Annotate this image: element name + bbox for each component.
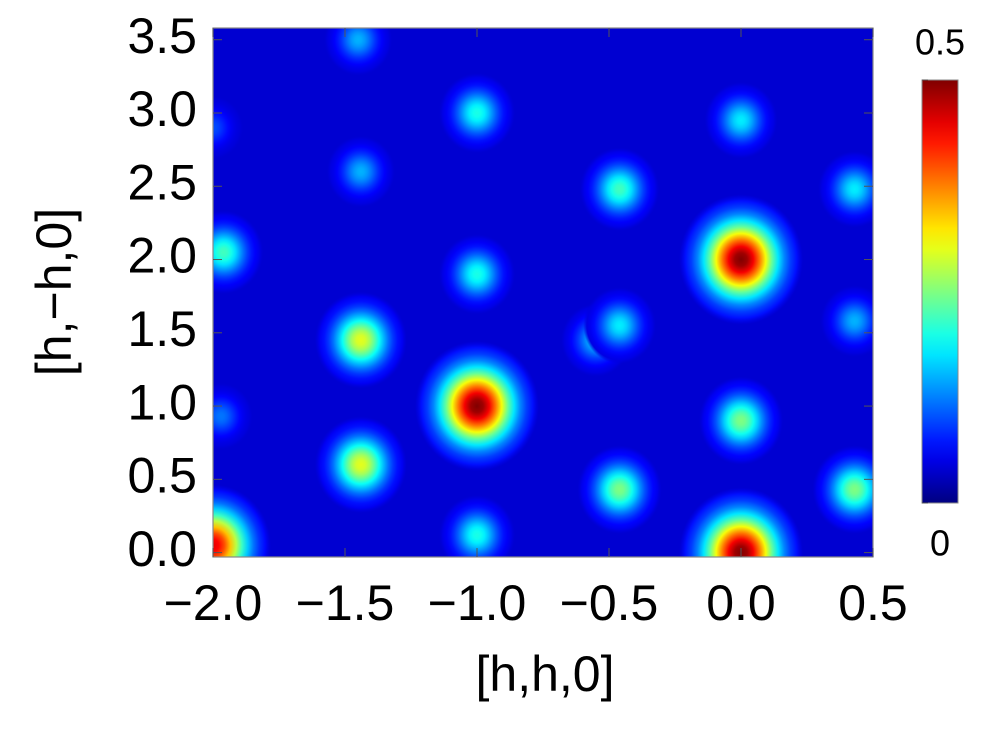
spot bbox=[439, 73, 515, 153]
spot bbox=[579, 147, 660, 231]
plot-frame bbox=[212, 27, 874, 558]
spot bbox=[812, 445, 873, 534]
spot bbox=[583, 287, 656, 364]
x-tick-label: −0.5 bbox=[560, 575, 659, 631]
spot bbox=[679, 487, 803, 557]
y-tick-label: 1.5 bbox=[127, 301, 197, 357]
spot bbox=[820, 285, 873, 357]
colorbar-tick-label: 0 bbox=[930, 523, 950, 564]
plot-area bbox=[213, 28, 873, 557]
y-tick-label: 3.5 bbox=[127, 8, 197, 64]
spot bbox=[213, 210, 264, 294]
y-tick-label: 0.0 bbox=[127, 521, 197, 577]
spot bbox=[314, 291, 407, 389]
y-tick-label: 3.0 bbox=[127, 81, 197, 137]
colorbar-tick-label: 0.5 bbox=[915, 22, 965, 63]
spot bbox=[439, 495, 515, 557]
spot bbox=[324, 28, 393, 76]
spot bbox=[818, 150, 873, 228]
x-tick-label: −1.5 bbox=[296, 575, 395, 631]
y-tick-label: 1.0 bbox=[127, 374, 197, 430]
x-tick-label: −1.0 bbox=[428, 575, 527, 631]
spot bbox=[704, 82, 778, 159]
spot bbox=[577, 445, 662, 534]
spot bbox=[326, 135, 395, 208]
spot bbox=[699, 376, 783, 465]
spot bbox=[213, 96, 243, 160]
x-axis-label: [h,h,0] bbox=[476, 646, 615, 702]
spot bbox=[213, 484, 271, 557]
x-tick-label: 0.0 bbox=[706, 575, 776, 631]
x-tick-label: −2.0 bbox=[164, 575, 263, 631]
colorbar bbox=[921, 79, 959, 504]
spot bbox=[314, 416, 407, 513]
y-tick-label: 2.0 bbox=[127, 228, 197, 284]
y-tick-label: 2.5 bbox=[127, 154, 197, 210]
spot bbox=[679, 194, 803, 325]
spot bbox=[439, 234, 515, 315]
x-tick-label: 0.5 bbox=[838, 575, 908, 631]
spot bbox=[213, 383, 253, 450]
y-tick-label: 0.5 bbox=[127, 448, 197, 504]
spot bbox=[415, 340, 539, 472]
y-axis-label: [h,−h,0] bbox=[26, 208, 82, 376]
